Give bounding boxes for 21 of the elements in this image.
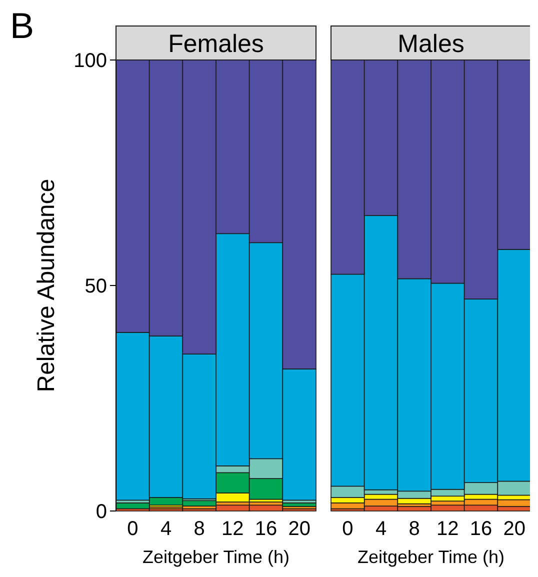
x-tick-label: 8 — [408, 518, 420, 540]
x-tick-label: 16 — [470, 518, 492, 540]
x-tick-label: 8 — [194, 518, 205, 540]
y-tick-label: 100 — [74, 50, 107, 72]
x-axis-title: Zeitgeber Time (h) — [142, 547, 290, 567]
x-tick-label: 12 — [222, 518, 244, 540]
y-axis-title: Relative Abundance — [33, 178, 60, 392]
x-tick-label: 4 — [375, 518, 387, 540]
x-axis-title: Zeitgeber Time (h) — [357, 547, 505, 567]
x-tick-label: 12 — [436, 518, 459, 540]
y-tick-label: 50 — [84, 276, 107, 298]
chart-title: Males — [398, 30, 464, 58]
x-tick-label: 4 — [160, 518, 172, 540]
y-tick-label: 0 — [96, 501, 107, 523]
x-tick-label: 20 — [503, 518, 526, 540]
text: B — [10, 5, 34, 46]
x-tick-label: 20 — [288, 518, 310, 540]
chart-title: Females — [168, 30, 264, 58]
x-tick-label: 0 — [342, 518, 354, 540]
x-tick-label: 0 — [127, 518, 138, 540]
x-tick-label: 16 — [254, 518, 278, 540]
